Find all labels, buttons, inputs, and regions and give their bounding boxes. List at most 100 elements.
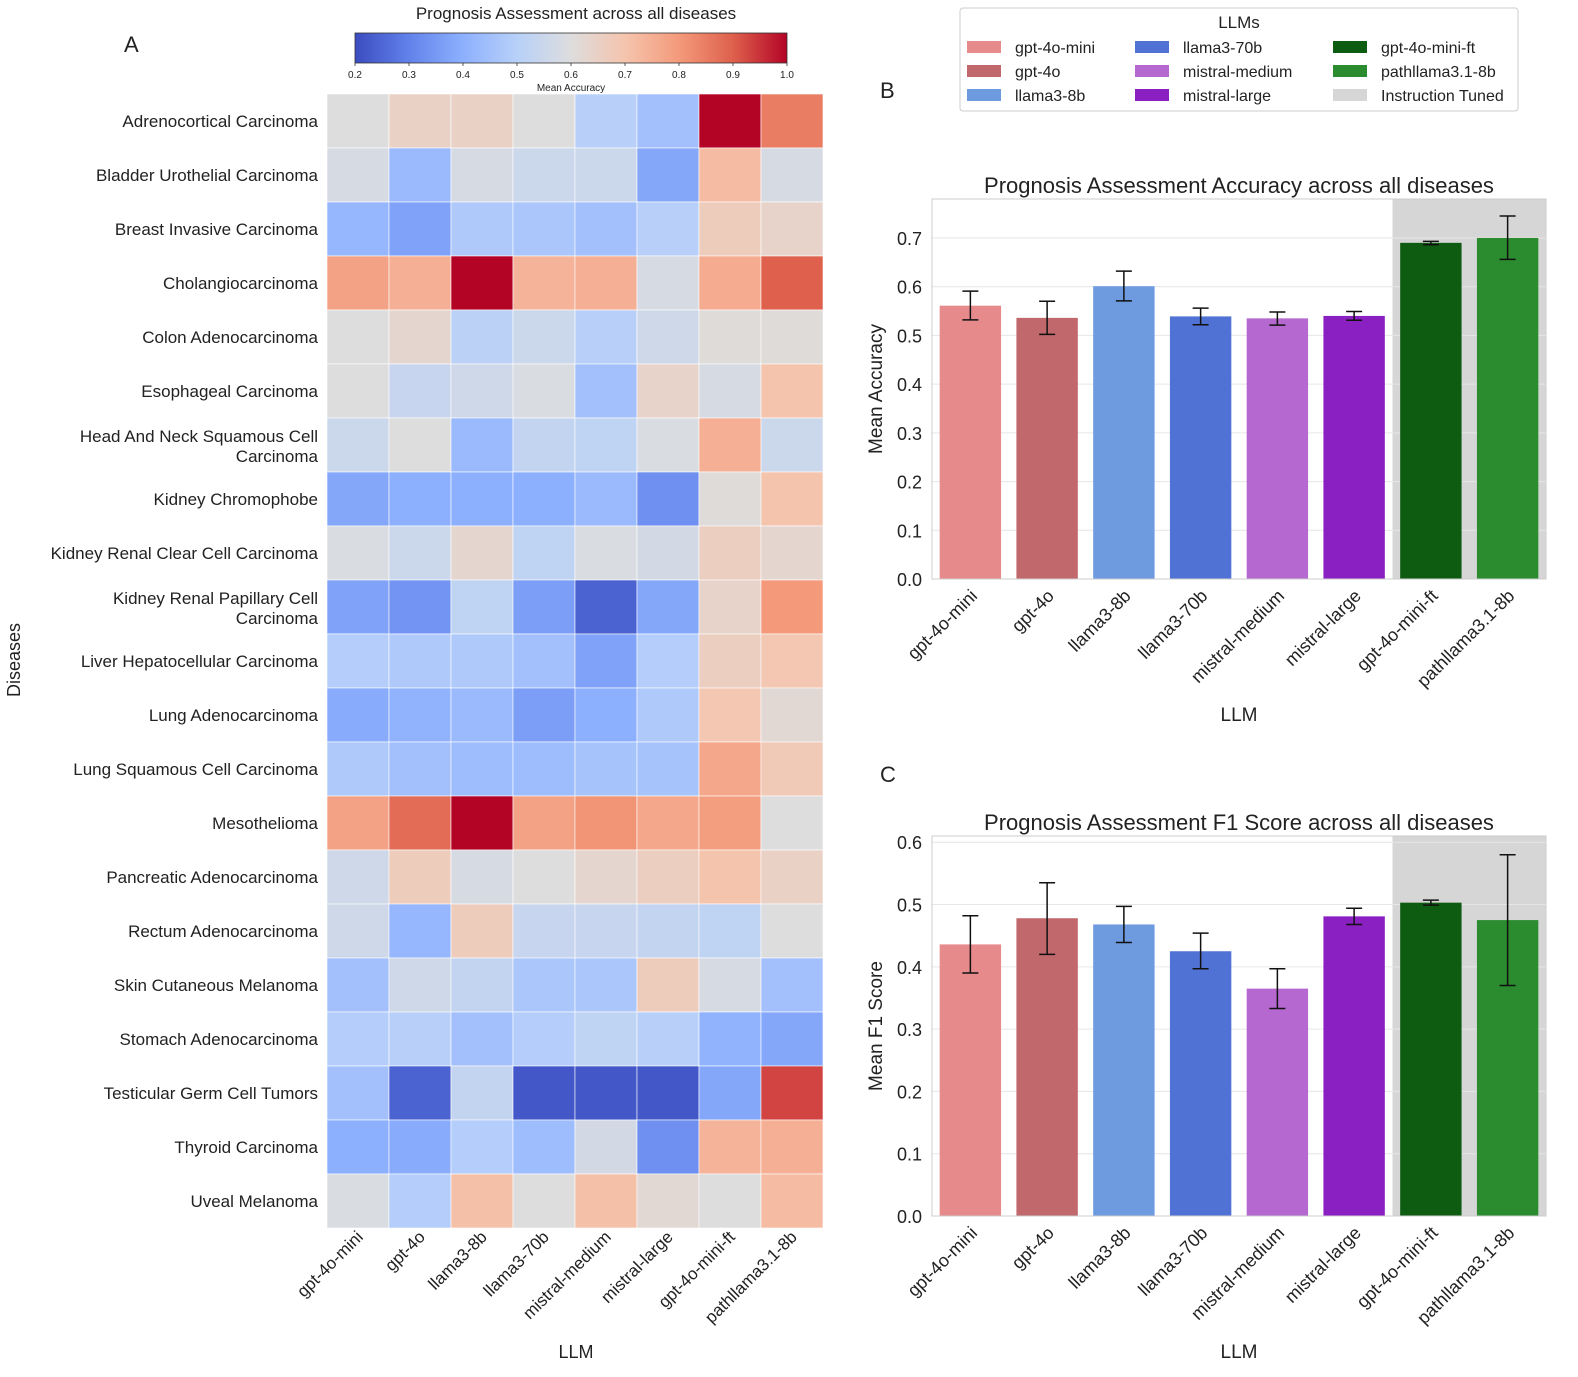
panel-label-c: C — [880, 762, 896, 787]
heatmap-cell — [512, 363, 576, 419]
heatmap-cell — [574, 633, 638, 689]
colorbar — [354, 32, 788, 64]
bar-x-axis-label: LLM — [1221, 705, 1258, 726]
heatmap-cell — [450, 417, 514, 473]
heatmap-cell — [326, 309, 390, 365]
heatmap-cell — [574, 957, 638, 1013]
heatmap-cell — [636, 633, 700, 689]
heatmap-x-axis-label: LLM — [558, 1342, 593, 1362]
heatmap-cell — [574, 309, 638, 365]
heatmap-cell — [574, 471, 638, 527]
heatmap-cell — [326, 525, 390, 581]
heatmap-cell — [326, 579, 390, 635]
heatmap-cell — [698, 849, 762, 905]
heatmap-cell — [760, 201, 824, 257]
heatmap-cell — [388, 363, 452, 419]
heatmap-row-label: Pancreatic Adenocarcinoma — [106, 868, 318, 887]
heatmap-row-label: Kidney Renal Clear Cell Carcinoma — [51, 544, 319, 563]
heatmap-cell — [574, 579, 638, 635]
heatmap-cell — [698, 525, 762, 581]
heatmap-cell — [326, 93, 390, 149]
heatmap-cell — [326, 849, 390, 905]
row-label-line: Carcinoma — [236, 447, 319, 466]
heatmap-cell — [450, 201, 514, 257]
heatmap-row-label: Lung Squamous Cell Carcinoma — [73, 760, 318, 779]
heatmap-cell — [636, 1011, 700, 1067]
heatmap-cell — [698, 255, 762, 311]
heatmap-cell — [760, 93, 824, 149]
heatmap-row-label: Esophageal Carcinoma — [141, 382, 318, 401]
heatmap-cell — [512, 849, 576, 905]
heatmap-cell — [450, 687, 514, 743]
plot-frame — [931, 198, 1547, 580]
heatmap-row-label: Mesothelioma — [212, 814, 318, 833]
heatmap-cell — [698, 1173, 762, 1229]
heatmap-cell — [574, 255, 638, 311]
heatmap-cell — [512, 957, 576, 1013]
colorbar-tick-label: 1.0 — [780, 70, 794, 81]
bar-chart-title: Prognosis Assessment Accuracy across all… — [984, 173, 1494, 198]
heatmap-cell — [636, 201, 700, 257]
heatmap-cell — [698, 201, 762, 257]
y-tick-label: 0.4 — [897, 958, 922, 978]
legend-swatch — [1135, 41, 1169, 53]
heatmap-cell — [698, 1119, 762, 1175]
legend-label: pathllama3.1-8b — [1381, 64, 1496, 81]
legend-swatch — [1333, 41, 1367, 53]
legend-box — [959, 7, 1519, 112]
y-tick-label: 0.5 — [897, 896, 922, 916]
heatmap-cell — [450, 1011, 514, 1067]
colorbar-tick-label: 0.6 — [564, 70, 578, 81]
heatmap-cell — [760, 147, 824, 203]
heatmap-cell — [450, 849, 514, 905]
colorbar-tick-label: 0.3 — [402, 70, 416, 81]
heatmap-cell — [450, 741, 514, 797]
heatmap-cell — [636, 687, 700, 743]
colorbar-tick-label: 0.2 — [348, 70, 362, 81]
panel-label-b: B — [880, 78, 895, 103]
heatmap-cell — [760, 849, 824, 905]
heatmap-cell — [450, 1119, 514, 1175]
heatmap-cell — [450, 1065, 514, 1121]
bar — [1400, 242, 1462, 579]
heatmap-cell — [760, 1119, 824, 1175]
heatmap-panel: Prognosis Assessment across all diseases… — [4, 4, 824, 1362]
legend-label: mistral-large — [1183, 88, 1271, 105]
heatmap-cell — [698, 471, 762, 527]
colorbar-tick-label: 0.9 — [726, 70, 740, 81]
bar — [1093, 924, 1155, 1216]
heatmap-cell — [450, 1173, 514, 1229]
heatmap-row-label: Skin Cutaneous Melanoma — [114, 976, 319, 995]
heatmap-cell — [326, 471, 390, 527]
heatmap-cell — [636, 255, 700, 311]
heatmap-cell — [574, 93, 638, 149]
heatmap-cell — [388, 309, 452, 365]
bar — [1169, 316, 1232, 579]
heatmap-cell — [512, 903, 576, 959]
heatmap-cell — [512, 741, 576, 797]
heatmap-cell — [574, 1011, 638, 1067]
heatmap-cell — [388, 255, 452, 311]
heatmap-cell — [388, 201, 452, 257]
heatmap-cell — [512, 471, 576, 527]
heatmap-cell — [450, 903, 514, 959]
heatmap-cell — [760, 795, 824, 851]
heatmap-cell — [636, 1119, 700, 1175]
heatmap-cell — [512, 1119, 576, 1175]
heatmap-cell — [512, 1011, 576, 1067]
heatmap-cell — [760, 417, 824, 473]
heatmap-cell — [760, 1065, 824, 1121]
heatmap-cell — [760, 633, 824, 689]
heatmap-cell — [512, 255, 576, 311]
heatmap-cell — [698, 903, 762, 959]
legend-swatch — [967, 41, 1001, 53]
heatmap-cell — [636, 147, 700, 203]
row-label-line: Carcinoma — [236, 609, 319, 628]
heatmap-cell — [760, 741, 824, 797]
colorbar-tick-label: 0.4 — [456, 70, 470, 81]
heatmap-cell — [698, 687, 762, 743]
heatmap-cell — [326, 633, 390, 689]
bar — [1016, 918, 1078, 1216]
legend-label: Instruction Tuned — [1381, 88, 1504, 105]
row-label-line: Head And Neck Squamous Cell — [80, 427, 318, 446]
